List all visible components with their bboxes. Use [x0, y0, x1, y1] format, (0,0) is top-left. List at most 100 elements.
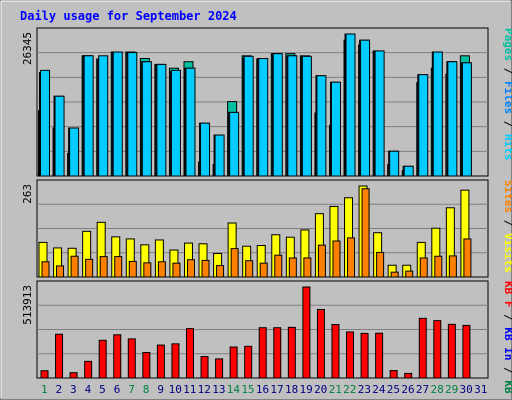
bar-sites-day-13	[216, 265, 225, 278]
x-axis-labels: 1 2 3 4 5 6 7 8 9 10 11 12 13 14 15 16 17 18 19 20 21 22 23 24 2…	[41, 383, 487, 396]
x-tick-label: 29	[445, 383, 458, 396]
legend-entry: Visits	[502, 233, 512, 273]
bar-sites-day-2	[56, 265, 65, 278]
bar-sites-day-27	[419, 257, 428, 278]
bar-hits-day-30	[461, 62, 472, 177]
bar-kbf-day-6	[113, 334, 122, 379]
bar-kbf-day-16	[258, 327, 267, 379]
x-tick-label: 15	[241, 383, 254, 396]
legend-entry: Hits	[502, 134, 512, 161]
legend-entry: KB F	[502, 281, 512, 308]
legend-entry: Pages	[502, 28, 512, 61]
x-tick-label: 28	[430, 383, 443, 396]
panel-bottom-legend: KB F / KB In / KB Out	[502, 281, 512, 400]
bar-hits-day-12	[200, 122, 211, 177]
x-tick-label: 13	[212, 383, 225, 396]
x-tick-label: 4	[85, 383, 92, 396]
x-tick-label: 19	[300, 383, 313, 396]
x-tick-label: 9	[157, 383, 164, 396]
legend-separator: /	[502, 61, 512, 81]
x-tick-label: 11	[183, 383, 196, 396]
bar-kbf-day-29	[447, 323, 456, 379]
bar-kbf-day-12	[200, 356, 209, 379]
bar-hits-day-3	[69, 127, 80, 177]
bar-sites-day-17	[274, 254, 283, 278]
bar-hits-day-18	[287, 55, 298, 177]
bar-hits-day-20	[316, 75, 327, 177]
x-tick-label: 6	[114, 383, 121, 396]
legend-separator: /	[502, 308, 512, 328]
bar-sites-day-29	[448, 255, 457, 278]
bar-hits-day-6	[112, 51, 123, 177]
x-tick-label: 26	[401, 383, 414, 396]
bar-hits-day-7	[127, 52, 138, 177]
legend-entry: KB In	[502, 327, 512, 360]
bar-sites-day-3	[70, 255, 79, 278]
bar-kbf-day-7	[127, 338, 136, 379]
x-tick-label: 17	[270, 383, 283, 396]
bar-kbf-day-10	[171, 343, 180, 379]
bar-kbf-day-11	[185, 328, 194, 379]
bar-kbf-day-15	[244, 345, 253, 379]
x-tick-label: 21	[329, 383, 342, 396]
bar-kbf-day-19	[302, 286, 311, 379]
bar-kbf-day-27	[418, 317, 427, 379]
bar-kbf-day-17	[273, 327, 282, 379]
x-tick-label: 23	[358, 383, 371, 396]
bar-hits-day-2	[54, 95, 65, 177]
x-tick-label: 12	[198, 383, 211, 396]
bar-hits-day-17	[272, 53, 283, 177]
bar-kbf-day-3	[69, 372, 78, 379]
bar-sites-day-26	[405, 270, 414, 278]
bar-sites-day-4	[85, 258, 94, 278]
bar-kbf-day-2	[55, 333, 64, 379]
bar-kbf-day-13	[215, 358, 224, 379]
x-tick-label: 25	[387, 383, 400, 396]
bar-sites-day-19	[303, 257, 312, 278]
panel-bottom-max-label: 513913	[21, 285, 34, 325]
bar-sites-day-8	[143, 262, 152, 278]
panel-middle-max-label: 263	[21, 184, 34, 204]
bar-hits-day-19	[301, 55, 312, 177]
legend-entry: KB Out	[502, 380, 512, 400]
bar-sites-day-11	[186, 259, 195, 278]
bar-sites-day-18	[288, 257, 297, 278]
bar-sites-day-28	[434, 255, 443, 278]
bar-kbf-day-8	[142, 352, 151, 379]
legend-separator: /	[502, 361, 512, 381]
bar-kbf-day-9	[156, 344, 165, 379]
bar-sites-day-25	[390, 271, 399, 278]
bar-kbf-day-5	[98, 339, 107, 379]
bar-hits-day-28	[432, 51, 443, 177]
bar-hits-day-27	[418, 74, 429, 177]
x-tick-label: 16	[256, 383, 269, 396]
panel-top-legend: Pages / Files / Hits	[502, 28, 512, 161]
bar-hits-day-21	[330, 81, 341, 177]
bar-hits-day-8	[141, 61, 152, 177]
bar-hits-day-9	[156, 63, 167, 177]
bar-kbf-day-28	[433, 320, 442, 379]
bar-kbf-day-4	[84, 360, 93, 379]
bar-sites-day-24	[376, 251, 385, 278]
bar-sites-day-1	[41, 261, 50, 278]
bar-sites-day-14	[230, 248, 239, 278]
x-tick-label: 20	[314, 383, 327, 396]
bar-kbf-day-22	[346, 331, 355, 379]
bar-sites-day-5	[99, 256, 108, 278]
bar-hits-day-23	[360, 39, 371, 177]
x-tick-label: 3	[70, 383, 77, 396]
bar-kbf-day-1	[40, 370, 49, 379]
legend-separator: /	[502, 213, 512, 233]
x-tick-label: 31	[474, 383, 487, 396]
bar-hits-day-16	[258, 57, 269, 177]
panel-top: 26345 Pages / Files / Hits	[21, 27, 512, 177]
x-tick-label: 14	[227, 383, 241, 396]
bar-kbf-day-24	[375, 332, 384, 379]
x-tick-label: 1	[41, 383, 48, 396]
bar-hits-day-14	[229, 111, 240, 177]
bar-sites-day-23	[361, 188, 370, 278]
bar-sites-day-30	[463, 238, 472, 278]
bar-hits-day-13	[214, 134, 225, 177]
